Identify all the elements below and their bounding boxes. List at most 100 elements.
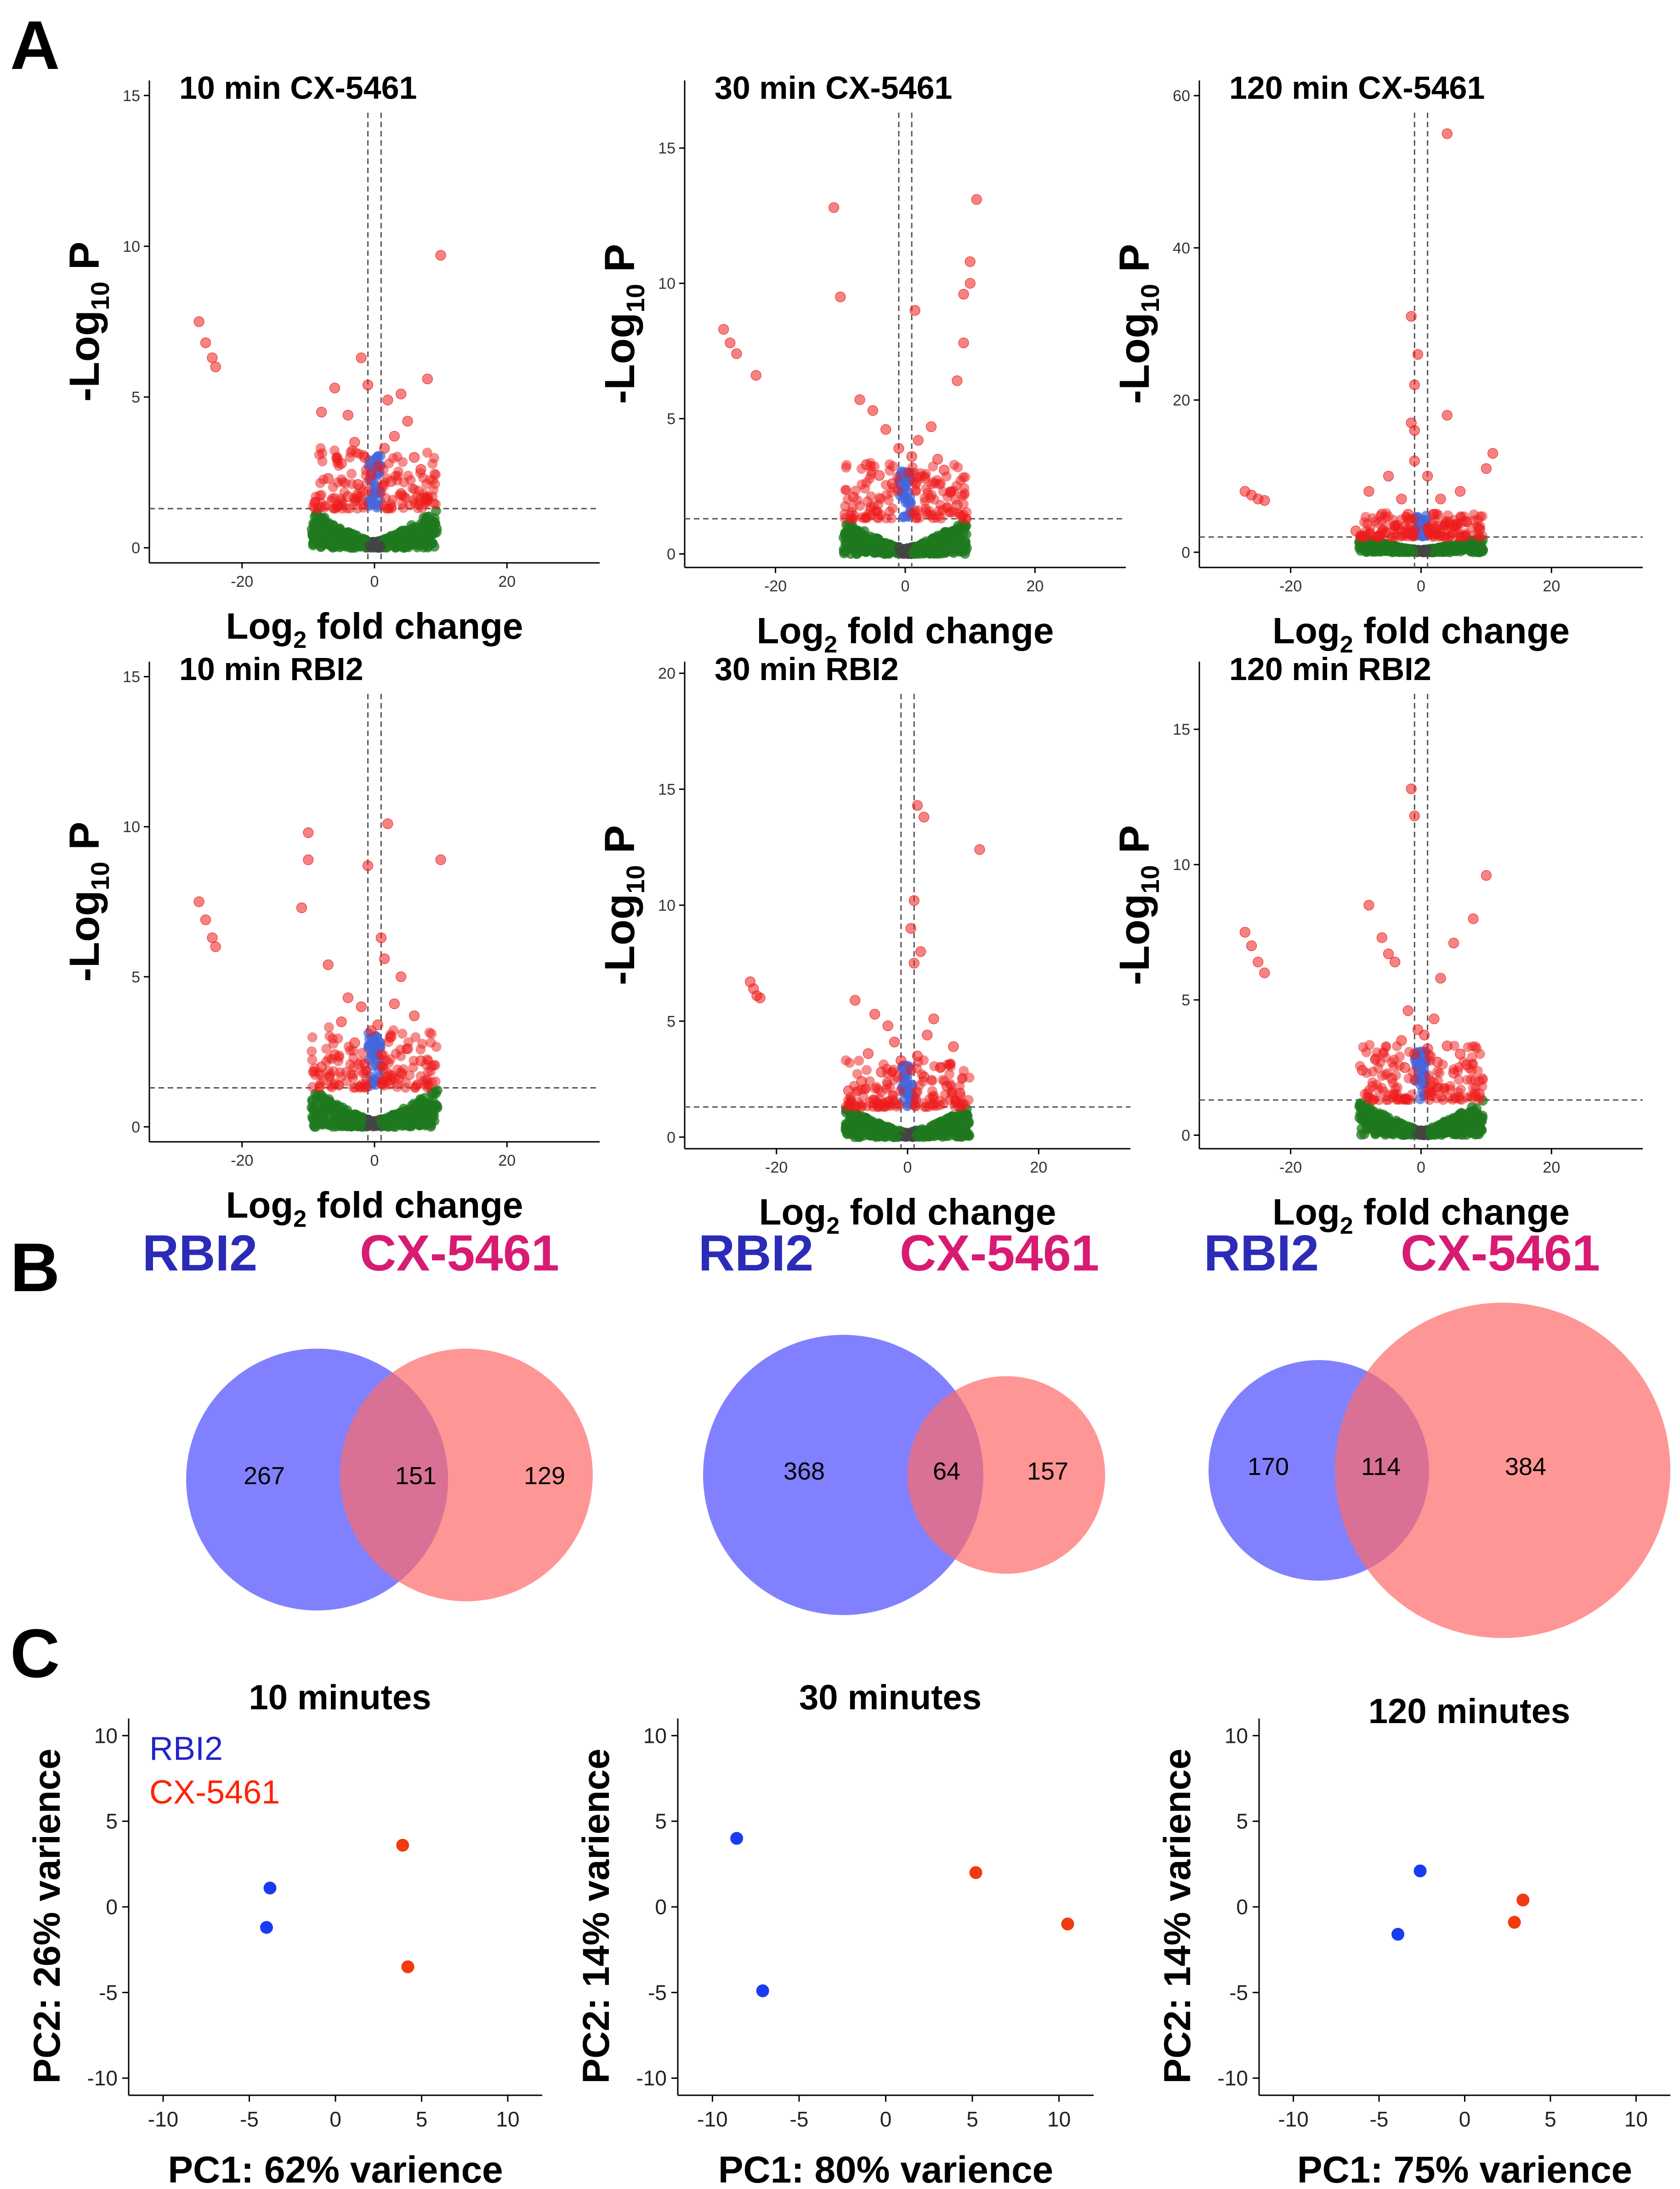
volcano-point-significant	[1392, 520, 1403, 530]
volcano-point-significant	[1381, 1042, 1391, 1052]
panel-letter-a: A	[10, 6, 60, 84]
x-tick-label: 5	[966, 2107, 978, 2131]
volcano-point-nonsig	[1438, 545, 1449, 556]
volcano-point-significant	[911, 479, 921, 490]
x-tick-label: -10	[148, 2107, 178, 2131]
volcano-point-significant	[356, 1001, 367, 1012]
volcano-point-significant	[435, 250, 446, 261]
pca-point	[401, 1960, 414, 1974]
volcano-point-significant	[916, 1069, 927, 1080]
volcano-point-nonsig	[392, 539, 403, 550]
volcano-point-significant	[325, 1080, 336, 1091]
volcano-point-significant	[875, 494, 886, 505]
volcano-point-nonsig	[942, 527, 953, 538]
volcano-point-nonsig	[342, 1117, 353, 1128]
volcano-point-significant	[1381, 508, 1391, 518]
pca-x-axis-label: PC1: 75% varience	[1297, 2149, 1632, 2189]
volcano-point-significant	[396, 971, 407, 982]
volcano-point-significant	[1259, 495, 1270, 506]
x-tick-label: -20	[764, 578, 787, 595]
volcano-point-significant	[1440, 516, 1451, 526]
venn-set-label-right: CX-5461	[900, 1225, 1099, 1282]
volcano-point-significant	[952, 375, 963, 386]
pca-point	[1061, 1917, 1074, 1931]
y-tick-label: 0	[131, 1118, 140, 1136]
volcano-point-significant	[895, 1086, 905, 1096]
y-tick-label: 15	[658, 140, 675, 157]
venn-count-left-only: 368	[783, 1457, 825, 1485]
volcano-point-significant	[343, 1041, 354, 1052]
volcano-point-nonsig	[331, 527, 341, 538]
x-tick-label: 10	[496, 2107, 519, 2131]
venn-set-label-left: RBI2	[142, 1225, 258, 1282]
volcano-plot-5: -20 0 20 0 5 10 15 20 30 min RBI2 Log2 fold chang…	[596, 651, 1130, 1239]
volcano-point-significant	[887, 503, 898, 514]
volcano-point-significant	[889, 1075, 899, 1085]
y-tick-label: 15	[1173, 721, 1190, 738]
volcano-point-nonsig	[1456, 544, 1467, 554]
volcano-point-significant	[309, 503, 320, 514]
volcano-point-significant	[321, 1043, 332, 1054]
volcano-point-significant	[861, 1065, 872, 1075]
x-tick-label: -5	[240, 2107, 259, 2131]
volcano-point-nonsig	[364, 540, 375, 551]
volcano-point-significant	[354, 448, 364, 459]
volcano-point-significant	[1402, 1005, 1413, 1016]
volcano-point-significant	[1437, 1059, 1448, 1070]
volcano-point-significant	[1442, 128, 1453, 139]
volcano-point-significant	[1390, 1083, 1401, 1094]
volcano-point-significant	[919, 471, 930, 482]
volcano-point-significant	[342, 409, 353, 420]
y-axis-label-part: -Log	[596, 312, 643, 404]
volcano-point-significant	[1441, 532, 1451, 542]
venn-count-overlap: 151	[395, 1462, 437, 1490]
y-tick-label: 10	[658, 897, 675, 914]
x-axis-label-part: Log	[1272, 610, 1340, 651]
venn-set-label-left: RBI2	[698, 1225, 814, 1282]
volcano-point-significant	[1468, 1083, 1478, 1093]
volcano-point-significant	[352, 503, 363, 514]
volcano-point-significant	[927, 1091, 938, 1102]
x-tick-label: 5	[1544, 2107, 1556, 2131]
volcano-point-significant	[1431, 528, 1442, 539]
volcano-point-significant	[857, 464, 867, 474]
volcano-point-nonsig	[391, 530, 401, 540]
volcano-point-significant	[431, 470, 441, 480]
volcano-point-nonsig	[1452, 1119, 1462, 1129]
volcano-point-significant	[426, 1037, 436, 1048]
x-axis-label: Log2 fold change	[1272, 1191, 1570, 1239]
volcano-point-significant	[1429, 1013, 1440, 1024]
volcano-point-significant	[1409, 811, 1420, 822]
volcano-point-significant	[1470, 1091, 1481, 1101]
x-tick-label: 20	[498, 1152, 516, 1169]
volcano-title: 10 min CX-5461	[179, 70, 417, 106]
volcano-point-significant	[910, 505, 920, 516]
volcano-point-significant	[919, 811, 930, 822]
volcano-point-significant	[422, 448, 432, 458]
volcano-point-significant	[847, 513, 858, 524]
volcano-point-significant	[908, 958, 919, 969]
volcano-point-nonsig	[351, 1110, 362, 1120]
volcano-point-nonsig	[852, 526, 863, 536]
volcano-point-nonsig	[884, 1122, 894, 1133]
volcano-point-significant	[352, 488, 363, 499]
volcano-plot-6: -20 0 20 0 5 10 15 120 min RBI2 Log2 fold change…	[1111, 651, 1643, 1239]
volcano-point-significant	[1435, 493, 1446, 505]
volcano-point-significant	[908, 895, 919, 906]
volcano-point-significant	[307, 1055, 318, 1065]
x-tick-label: -5	[1370, 2107, 1389, 2131]
volcano-point-significant	[1358, 1042, 1368, 1052]
pca-title: 10 minutes	[249, 1678, 431, 1717]
volcano-point-significant	[961, 513, 972, 524]
y-tick-label: 5	[667, 410, 675, 428]
y-tick-label: 0	[1236, 1895, 1248, 1919]
volcano-point-nonsig	[1438, 1121, 1449, 1131]
volcano-point-significant	[1362, 1067, 1372, 1078]
x-axis-label-part: fold change	[306, 606, 523, 646]
volcano-point-significant	[861, 512, 871, 522]
volcano-point-significant	[1474, 1076, 1485, 1086]
volcano-point-significant	[424, 1027, 435, 1038]
x-tick-label: 20	[1030, 1159, 1047, 1176]
volcano-point-significant	[348, 1069, 359, 1080]
volcano-point-significant	[915, 946, 926, 957]
